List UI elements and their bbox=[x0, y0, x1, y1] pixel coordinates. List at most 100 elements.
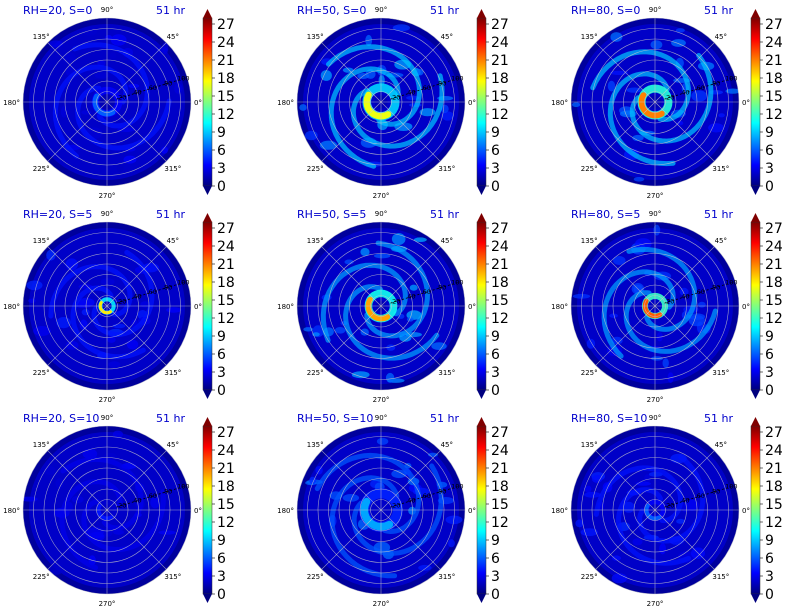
colorbar-extend-min bbox=[751, 594, 760, 603]
angle-tick-label: 315° bbox=[164, 573, 181, 581]
angular-gridline bbox=[380, 450, 441, 511]
angle-tick-label: 90° bbox=[101, 414, 113, 422]
angle-tick-label: 225° bbox=[307, 369, 324, 377]
panel-title-right: 51 hr bbox=[156, 4, 185, 17]
angle-tick-label: 270° bbox=[99, 396, 116, 404]
precip-patch bbox=[585, 485, 592, 493]
precip-patch bbox=[48, 40, 64, 48]
colorbar-tick-label: 15 bbox=[491, 89, 509, 105]
precip-patch bbox=[102, 528, 113, 537]
precip-patch bbox=[158, 530, 176, 535]
angle-tick-label: 180° bbox=[551, 99, 568, 107]
precip-patch bbox=[391, 469, 407, 479]
precip-patch bbox=[632, 538, 643, 546]
precip-patch bbox=[413, 237, 427, 242]
angle-tick-label: 45° bbox=[441, 441, 453, 449]
panel-title-left: RH=80, S=5 bbox=[571, 208, 640, 221]
precip-patch bbox=[65, 258, 79, 271]
spiral-rainband bbox=[364, 240, 431, 339]
angle-tick-label: 90° bbox=[649, 210, 661, 218]
colorbar-tick-label: 27 bbox=[765, 17, 783, 33]
colorbar-tick-label: 27 bbox=[217, 221, 235, 237]
colorbar: 0 3 6 9 12 15 18 21 24 27 bbox=[476, 417, 509, 603]
precip-patch bbox=[26, 280, 43, 291]
precip-patch bbox=[82, 448, 98, 459]
angle-tick-label: 225° bbox=[307, 573, 324, 581]
polar-panel-1: 20 40 60 80 100 90° 45° 0° 315° 270° 225° 180° 135° R… bbox=[3, 4, 202, 200]
precip-patch bbox=[575, 519, 584, 528]
angle-tick-label: 0° bbox=[468, 303, 476, 311]
precip-patch bbox=[378, 74, 385, 87]
spiral-rainband bbox=[314, 452, 422, 535]
colorbar-tick-label: 27 bbox=[491, 17, 509, 33]
polar-panel-7: 20 40 60 80 100 90° 45° 0° 315° 270° 225° 180° 135° R… bbox=[3, 412, 202, 608]
angular-gridline bbox=[106, 305, 167, 366]
colorbar-tick-label: 12 bbox=[491, 515, 509, 531]
angle-tick-label: 45° bbox=[441, 237, 453, 245]
colorbar-tick-label: 27 bbox=[765, 425, 783, 441]
colorbar-tick-label: 0 bbox=[217, 179, 226, 195]
colorbar-tick-label: 21 bbox=[765, 461, 783, 477]
colorbar-extend-min bbox=[477, 594, 486, 603]
panel-title-right: 51 hr bbox=[704, 4, 733, 17]
angle-tick-label: 225° bbox=[307, 165, 324, 173]
angle-tick-label: 270° bbox=[373, 396, 390, 404]
radial-tick-label: 20 bbox=[666, 93, 674, 101]
precip-patch bbox=[66, 502, 73, 513]
radial-tick-label: 80 bbox=[438, 79, 446, 87]
panel-title-left: RH=20, S=5 bbox=[23, 208, 92, 221]
colorbar: 0 3 6 9 12 15 18 21 24 27 bbox=[750, 9, 783, 195]
radial-tick-label: 80 bbox=[164, 283, 172, 291]
precip-patch bbox=[342, 494, 360, 502]
precip-patch bbox=[633, 177, 645, 182]
colorbar-tick-label: 24 bbox=[217, 443, 235, 459]
precip-patch bbox=[392, 24, 410, 32]
colorbar-tick-label: 15 bbox=[765, 89, 783, 105]
panel-title-left: RH=80, S=0 bbox=[571, 4, 640, 17]
colorbar-tick-label: 3 bbox=[491, 161, 500, 177]
precip-patch bbox=[161, 146, 169, 154]
spiral-rainband bbox=[328, 66, 401, 169]
precip-patch bbox=[44, 466, 56, 475]
angle-tick-label: 180° bbox=[277, 303, 294, 311]
colorbar-extend-max bbox=[751, 213, 760, 222]
precip-patch bbox=[416, 69, 424, 76]
precip-patch bbox=[659, 543, 666, 555]
precip-patch bbox=[691, 90, 708, 102]
spiral-rainband bbox=[637, 454, 706, 544]
precip-patch bbox=[100, 278, 115, 286]
colorbar-gradient bbox=[202, 221, 213, 391]
angular-gridline bbox=[47, 450, 108, 511]
radial-tick-label: 100 bbox=[177, 279, 189, 287]
colorbar: 0 3 6 9 12 15 18 21 24 27 bbox=[476, 9, 509, 195]
precip-patch bbox=[572, 293, 591, 299]
precip-patch bbox=[441, 111, 454, 121]
angle-tick-label: 225° bbox=[33, 369, 50, 377]
colorbar-tick-label: 15 bbox=[217, 89, 235, 105]
colorbar-tick-label: 6 bbox=[491, 551, 500, 567]
precip-patch bbox=[610, 32, 623, 42]
colorbar-tick-label: 21 bbox=[217, 461, 235, 477]
spiral-rainband bbox=[75, 85, 172, 151]
colorbar-tick-label: 21 bbox=[491, 53, 509, 69]
colorbar: 0 3 6 9 12 15 18 21 24 27 bbox=[202, 213, 235, 399]
spiral-rainband bbox=[70, 285, 146, 360]
polar-panel-3: 20 40 60 80 100 90° 45° 0° 315° 270° 225° 180° 135° R… bbox=[551, 4, 750, 200]
precip-patch bbox=[376, 437, 389, 445]
colorbar-tick-label: 12 bbox=[217, 515, 235, 531]
angular-gridline bbox=[47, 509, 108, 570]
colorbar: 0 3 6 9 12 15 18 21 24 27 bbox=[202, 9, 235, 195]
colorbar-tick-label: 15 bbox=[491, 293, 509, 309]
colorbar-tick-label: 24 bbox=[491, 239, 509, 255]
precip-patch bbox=[334, 327, 346, 334]
angle-tick-label: 180° bbox=[3, 99, 20, 107]
precip-patch bbox=[351, 371, 370, 379]
angle-tick-label: 270° bbox=[373, 192, 390, 200]
angle-tick-label: 225° bbox=[581, 573, 598, 581]
colorbar-tick-label: 12 bbox=[765, 311, 783, 327]
colorbar-extend-min bbox=[751, 390, 760, 399]
angle-tick-label: 90° bbox=[375, 210, 387, 218]
colorbar-tick-label: 12 bbox=[217, 107, 235, 123]
precip-patch bbox=[688, 313, 706, 321]
precip-patch bbox=[610, 70, 629, 75]
